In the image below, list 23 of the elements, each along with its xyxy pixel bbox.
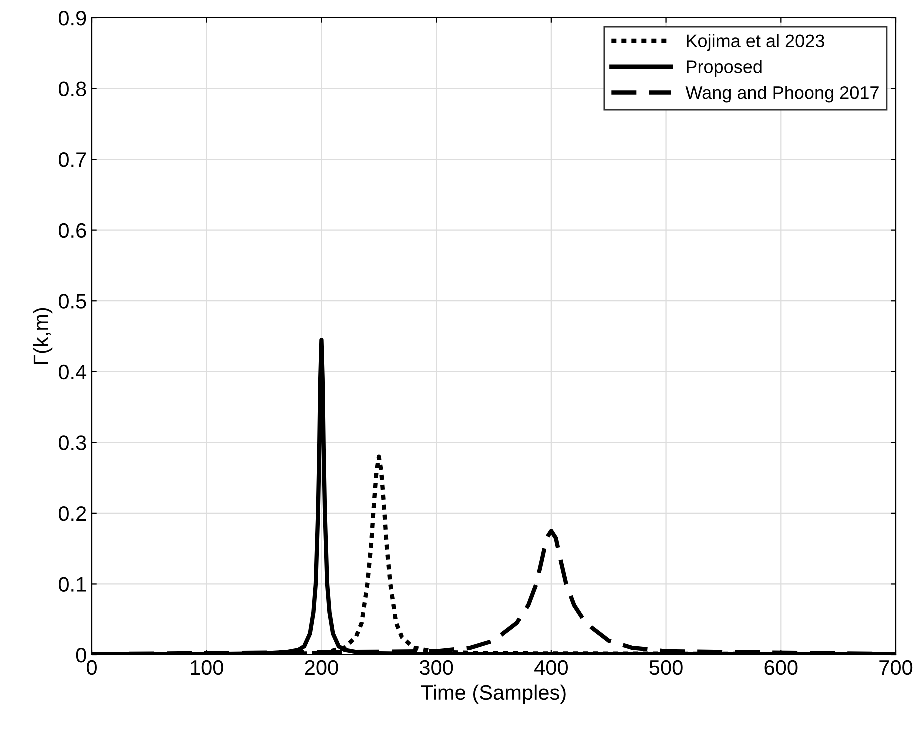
x-tick-label: 300 <box>420 660 454 676</box>
y-tick-label: 0.3 <box>58 436 86 450</box>
y-axis-title: Γ(k,m) <box>33 308 53 364</box>
x-tick-label: 0 <box>87 660 97 676</box>
x-tick-label: 100 <box>191 660 224 676</box>
y-tick-label: 0.8 <box>58 82 86 97</box>
y-tick-label: 0.7 <box>58 152 86 168</box>
x-tick-label: 700 <box>880 660 913 676</box>
y-tick-label: 0.2 <box>58 506 86 522</box>
y-tick-label: 0 <box>76 648 86 663</box>
legend-label: Kojima et al 2023 <box>687 34 824 52</box>
legend-label: Proposed <box>687 60 762 77</box>
x-axis-title: Time (Samples) <box>421 684 566 704</box>
x-tick-label: 400 <box>534 660 568 676</box>
y-tick-label: 0.5 <box>58 294 86 309</box>
y-tick-label: 0.4 <box>58 364 87 380</box>
legend-label: Wang and Phoong 2017 <box>686 86 879 103</box>
x-tick-label: 600 <box>764 660 798 676</box>
y-tick-label: 0.6 <box>58 223 86 238</box>
x-tick-label: 200 <box>305 660 338 676</box>
x-tick-label: 500 <box>650 660 683 676</box>
y-tick-label: 0.1 <box>58 577 86 592</box>
y-tick-label: 0.9 <box>58 11 86 26</box>
